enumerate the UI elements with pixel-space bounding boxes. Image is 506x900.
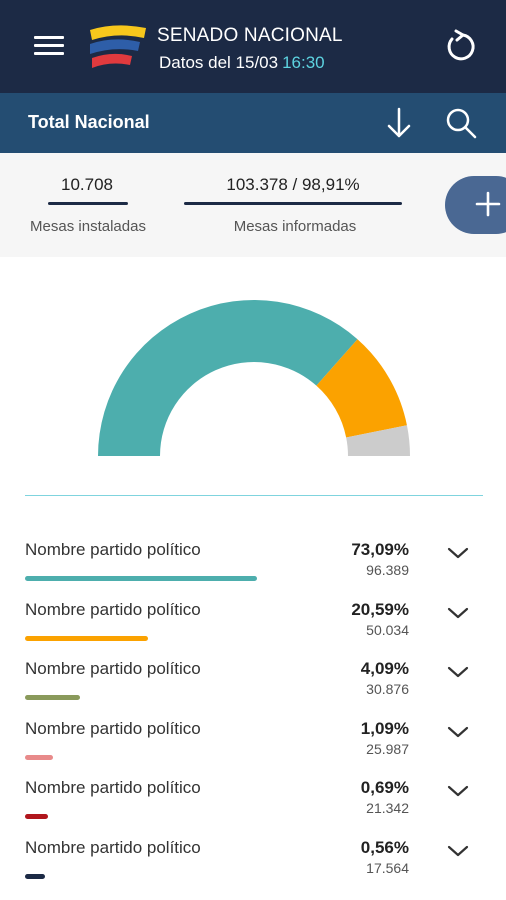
- party-bar: [25, 754, 54, 760]
- app-title: SENADO NACIONAL: [157, 25, 343, 46]
- party-percentage: 1,09%: [360, 718, 409, 738]
- party-bar: [25, 873, 46, 879]
- data-time: 16:30: [282, 53, 325, 72]
- results-chart: [98, 300, 410, 456]
- chevron-down-icon[interactable]: [446, 606, 470, 620]
- chart-slice-1: [316, 339, 407, 438]
- result-row[interactable]: Nombre partido político 1,09% 25.987: [0, 719, 506, 779]
- region-title: Total Nacional: [28, 112, 150, 132]
- party-votes: 50.034: [366, 621, 409, 638]
- party-name: Nombre partido político: [25, 837, 201, 857]
- mesas-informadas-value: 103.378 / 98,91%: [226, 175, 360, 194]
- data-date: Datos del 15/03: [159, 53, 279, 72]
- divider: [25, 495, 483, 496]
- party-votes: 96.389: [366, 562, 409, 578]
- party-percentage: 0,56%: [360, 837, 409, 857]
- chevron-down-icon[interactable]: [446, 725, 470, 739]
- chart-slice-2: [346, 425, 410, 456]
- mesas-instaladas-label: Mesas instaladas: [30, 218, 146, 235]
- party-name: Nombre partido político: [25, 599, 201, 619]
- plus-icon: [475, 191, 501, 217]
- mesas-informadas-label: Mesas informadas: [233, 218, 357, 235]
- data-timestamp: Datos del 15/03 16:30: [159, 53, 325, 73]
- party-percentage: 20,59%: [351, 599, 409, 619]
- menu-icon[interactable]: [34, 36, 64, 58]
- party-votes: 21.342: [366, 800, 409, 816]
- party-name: Nombre partido político: [25, 778, 201, 797]
- chevron-down-icon[interactable]: [446, 546, 470, 560]
- mesas-instaladas-value: 10.708: [61, 175, 113, 194]
- party-bar: [25, 814, 48, 819]
- result-row[interactable]: Nombre partido político 4,09% 30.876: [0, 659, 506, 719]
- party-name: Nombre partido político: [25, 718, 201, 738]
- chevron-down-icon[interactable]: [446, 784, 470, 798]
- mesas-informadas-underline: [184, 202, 402, 205]
- search-icon[interactable]: [444, 106, 478, 140]
- refresh-icon[interactable]: [442, 28, 476, 64]
- party-votes: 30.876: [366, 681, 409, 697]
- region-bar: Total Nacional: [0, 93, 506, 153]
- download-icon[interactable]: [384, 106, 414, 140]
- party-votes: 17.564: [366, 859, 409, 876]
- mesas-instaladas-underline: [48, 202, 128, 205]
- stats-panel: 10.708 Mesas instaladas 103.378 / 98,91%…: [0, 153, 506, 257]
- result-row[interactable]: Nombre partido político 20,59% 50.034: [0, 600, 506, 660]
- party-percentage: 73,09%: [351, 540, 409, 559]
- app-header: SENADO NACIONAL Datos del 15/03 16:30: [0, 0, 506, 93]
- result-row[interactable]: Nombre partido político 0,69% 21.342: [0, 778, 506, 838]
- party-votes: 25.987: [366, 740, 409, 757]
- party-name: Nombre partido político: [25, 659, 201, 678]
- party-bar: [25, 576, 257, 581]
- result-row[interactable]: Nombre partido político 73,09% 96.389: [0, 540, 506, 600]
- chart-slice-0: [98, 300, 358, 456]
- chevron-down-icon[interactable]: [446, 844, 470, 858]
- party-percentage: 4,09%: [360, 659, 409, 678]
- party-bar: [25, 635, 149, 641]
- party-name: Nombre partido político: [25, 540, 201, 559]
- party-bar: [25, 695, 80, 700]
- logo: [90, 25, 146, 68]
- result-row[interactable]: Nombre partido político 0,56% 17.564: [0, 838, 506, 898]
- party-percentage: 0,69%: [360, 778, 409, 797]
- chevron-down-icon[interactable]: [446, 665, 470, 679]
